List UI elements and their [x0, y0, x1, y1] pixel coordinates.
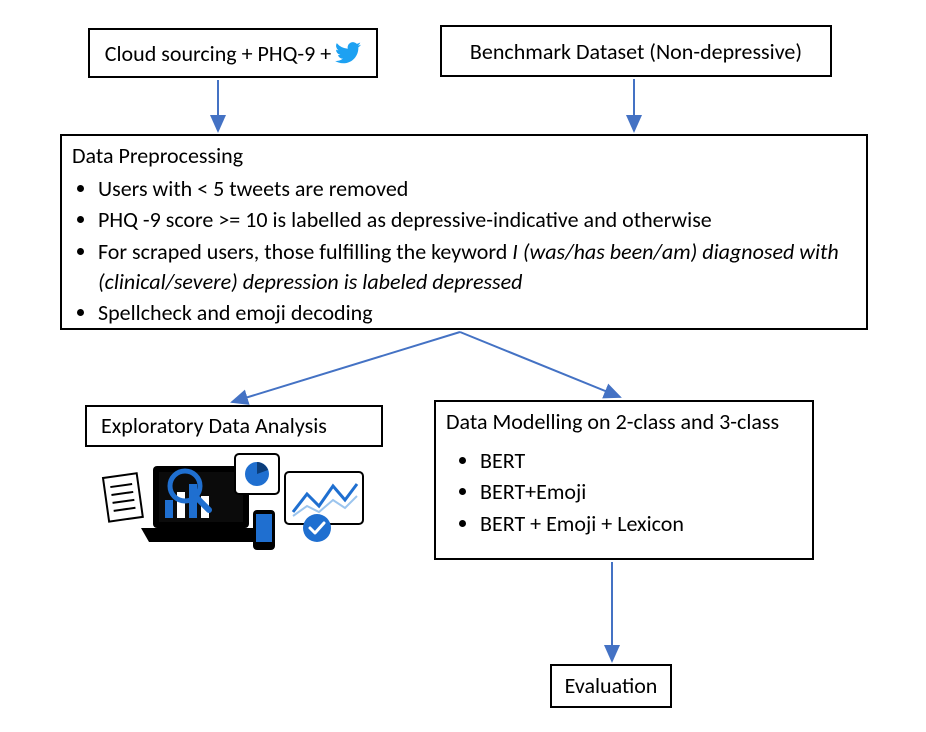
source-left-label: Cloud sourcing + PHQ-9 + — [105, 40, 331, 67]
modelling-bullet-3: BERT + Emoji + Lexicon — [480, 509, 802, 539]
node-exploratory-data-analysis: Exploratory Data Analysis — [85, 405, 383, 447]
preprocessing-bullets: Users with < 5 tweets are removed PHQ -9… — [72, 174, 856, 328]
preprocessing-bullet-1: Users with < 5 tweets are removed — [98, 174, 856, 204]
node-data-modelling: Data Modelling on 2-class and 3-class BE… — [434, 400, 814, 560]
twitter-bird-icon — [335, 42, 361, 64]
modelling-title: Data Modelling on 2-class and 3-class — [446, 408, 802, 436]
preprocessing-bullet-3: For scraped users, those fulfilling the … — [98, 237, 856, 296]
node-source-benchmark-dataset: Benchmark Dataset (Non-depressive) — [440, 25, 832, 77]
preprocessing-title: Data Preprocessing — [72, 142, 856, 170]
eda-analytics-illustration — [85, 448, 383, 558]
edge-preprocessing-to-modelling — [460, 332, 620, 397]
node-source-cloud-phq9-twitter: Cloud sourcing + PHQ-9 + — [88, 28, 378, 78]
preprocessing-bullet-4: Spellcheck and emoji decoding — [98, 298, 856, 328]
modelling-bullets: BERT BERT+Emoji BERT + Emoji + Lexicon — [446, 446, 802, 539]
eda-label: Exploratory Data Analysis — [101, 412, 327, 440]
modelling-bullet-1: BERT — [480, 446, 802, 476]
source-right-label: Benchmark Dataset (Non-depressive) — [470, 38, 802, 65]
preprocessing-bullet-2: PHQ -9 score >= 10 is labelled as depres… — [98, 205, 856, 235]
arrows-layer — [0, 0, 926, 732]
flowchart-canvas: Cloud sourcing + PHQ-9 + Benchmark Datas… — [0, 0, 926, 732]
preprocessing-bullet-3-prefix: For scraped users, those fulfilling the … — [98, 238, 512, 265]
evaluation-label: Evaluation — [565, 672, 658, 700]
node-data-preprocessing: Data Preprocessing Users with < 5 tweets… — [60, 134, 868, 330]
node-evaluation: Evaluation — [550, 664, 672, 708]
modelling-bullet-2: BERT+Emoji — [480, 477, 802, 507]
edge-preprocessing-to-eda — [232, 332, 460, 402]
